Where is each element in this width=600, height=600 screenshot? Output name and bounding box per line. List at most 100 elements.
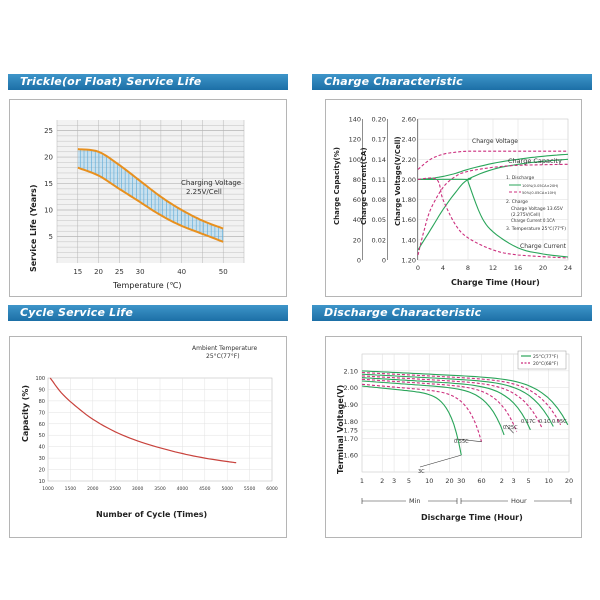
discharge-x-tick: 2	[500, 477, 504, 485]
charge-label-current: Charge Current	[520, 243, 567, 250]
discharge-x-tick: 60	[477, 477, 485, 485]
discharge-grid	[361, 354, 570, 472]
trickle-x-tick: 15	[73, 268, 82, 276]
charge-chart: 1401201008060402000.200.170.140.110.080.…	[333, 116, 573, 288]
cycle-x-tick: 6000	[266, 486, 278, 492]
charge-label-voltage: Charge Voltage	[472, 138, 518, 145]
discharge-curve	[361, 383, 483, 442]
charge-axis3-tick: 2.40	[402, 136, 416, 144]
header-charge-title: Charge Characteristic	[324, 75, 463, 88]
charge-axis1-tick: 100	[349, 156, 361, 164]
charge-axis1-tick: 0	[357, 257, 361, 265]
discharge-curves	[361, 370, 569, 468]
header-cycle: Cycle Service Life	[8, 305, 288, 321]
charge-axis2-tick: 0.08	[372, 196, 386, 204]
charge-axis1-tick: 120	[349, 136, 361, 144]
charge-axis2-tick: 0.20	[372, 116, 386, 124]
cycle-capacity-curve	[49, 377, 237, 464]
discharge-x-tick: 20	[445, 477, 453, 485]
header-cycle-title: Cycle Service Life	[20, 306, 134, 319]
discharge-rate-0-55c: 0.55C	[454, 439, 469, 445]
cycle-y-ticks: 100 90 80 70 60 50 40 30 20 10	[35, 376, 45, 485]
cycle-y-tick: 50	[39, 433, 45, 439]
discharge-plot-area	[361, 353, 570, 473]
charge-note-2b: (2.275V/Cell)	[511, 212, 541, 218]
discharge-y-tick: 1.90	[344, 401, 358, 409]
discharge-x-ticks: 1 2 3 5 10 20 30 60 2 3 5 10 20	[360, 477, 573, 485]
charge-axis2-tick: 0.02	[372, 236, 386, 244]
discharge-x-tick: 5	[407, 477, 411, 485]
charge-axis2-tick: 0.17	[372, 136, 386, 144]
trickle-y-tick: 5	[49, 233, 53, 241]
discharge-x-tick: 3	[392, 477, 396, 485]
charge-series-line	[417, 150, 568, 170]
trickle-xlabel: Temperature (℃)	[112, 281, 181, 290]
discharge-unit-min: Min	[409, 497, 421, 505]
cycle-panel: 100 90 80 70 60 50 40 30 20 10 1000 1500 2000 2500 30…	[9, 336, 287, 538]
charge-series-line	[417, 177, 569, 259]
charge-x-tick: 8	[466, 264, 470, 272]
discharge-rate-0-05c: 0.05C	[552, 419, 567, 425]
discharge-rate-3c: 3C	[418, 469, 425, 475]
cycle-chart: 100 90 80 70 60 50 40 30 20 10 1000 1500 2000 2500 30…	[21, 345, 278, 519]
charge-note-2a: Charge Voltage 13.65V	[511, 206, 564, 212]
charge-axis1-tick: 80	[353, 176, 361, 184]
cycle-y-tick: 10	[39, 479, 45, 485]
trickle-x-tick: 20	[94, 268, 103, 276]
charge-axis3-tick: 1.40	[402, 236, 416, 244]
discharge-curve	[361, 371, 562, 426]
cycle-x-tick: 4000	[177, 486, 189, 492]
header-trickle: Trickle(or Float) Service Life	[8, 74, 288, 90]
charge-x-tick: 12	[489, 264, 497, 272]
discharge-unit-hour: Hour	[511, 497, 527, 505]
cycle-x-tick: 2000	[87, 486, 99, 492]
discharge-rate-0-1c: 0.1C	[539, 419, 551, 425]
discharge-leader	[455, 438, 482, 442]
discharge-leader	[419, 454, 462, 468]
cycle-grid	[48, 378, 272, 481]
cycle-y-tick: 60	[39, 422, 45, 428]
discharge-x-tick: 1	[360, 477, 364, 485]
trickle-hatch	[79, 149, 223, 242]
cycle-y-tick: 40	[39, 445, 45, 451]
discharge-curve	[361, 373, 554, 427]
charge-axis2-tick: 0.14	[372, 156, 386, 164]
discharge-y-tick: 1.70	[344, 435, 358, 443]
trickle-y-tick: 20	[44, 154, 53, 162]
charge-axis1-tick: 140	[349, 116, 361, 124]
charge-x-tick: 24	[564, 264, 572, 272]
cycle-annotation-2: 25°C(77°F)	[206, 353, 240, 360]
charge-note-2c: Charge Current 0.1CA	[511, 218, 555, 223]
cycle-annotation-1: Ambient Temperature	[192, 345, 257, 352]
charge-note-2: 2. Charge	[506, 199, 528, 205]
cycle-x-tick: 3000	[132, 486, 144, 492]
cycle-x-tick: 5500	[244, 486, 256, 492]
discharge-curve	[361, 385, 462, 456]
discharge-x-tick: 20	[565, 477, 573, 485]
charge-axis3-tick: 2.00	[402, 176, 416, 184]
charge-note-1b: 50%(0.05CA×10H)	[522, 191, 557, 195]
discharge-x-tick: 2	[380, 477, 384, 485]
trickle-x-tick: 40	[177, 268, 186, 276]
trickle-annotation-1: Charging Voltage	[181, 179, 241, 187]
cycle-xlabel: Number of Cycle (Times)	[96, 510, 207, 519]
charge-series-line	[418, 177, 569, 258]
discharge-chart: 2.102.001.901.801.751.701.60 1 2 3 5 10 20 30 6…	[336, 350, 573, 522]
discharge-legend-25: 25°C(77°F)	[533, 354, 558, 360]
trickle-y-tick: 25	[44, 127, 53, 135]
discharge-x-tick: 10	[425, 477, 433, 485]
charge-axes: 1401201008060402000.200.170.140.110.080.…	[349, 116, 573, 273]
charge-x-tick: 4	[441, 264, 445, 272]
trickle-annotation-2: 2.25V/Cell	[186, 188, 222, 196]
trickle-panel: 25 20 15 10 5 15 20 25 30 40 50 Charging Voltage …	[9, 99, 287, 297]
charge-axis3-tick: 2.20	[402, 156, 416, 164]
charge-axis3-tick: 1.20	[402, 257, 416, 265]
discharge-leader	[505, 424, 514, 434]
charge-axis3-tick: 1.80	[402, 196, 416, 204]
discharge-y-tick: 1.75	[344, 426, 358, 434]
header-charge: Charge Characteristic	[312, 74, 592, 90]
charge-x-tick: 16	[514, 264, 522, 272]
discharge-curve	[361, 375, 543, 429]
cycle-x-tick: 1000	[42, 486, 54, 492]
charge-axis1-tick: 20	[353, 236, 361, 244]
